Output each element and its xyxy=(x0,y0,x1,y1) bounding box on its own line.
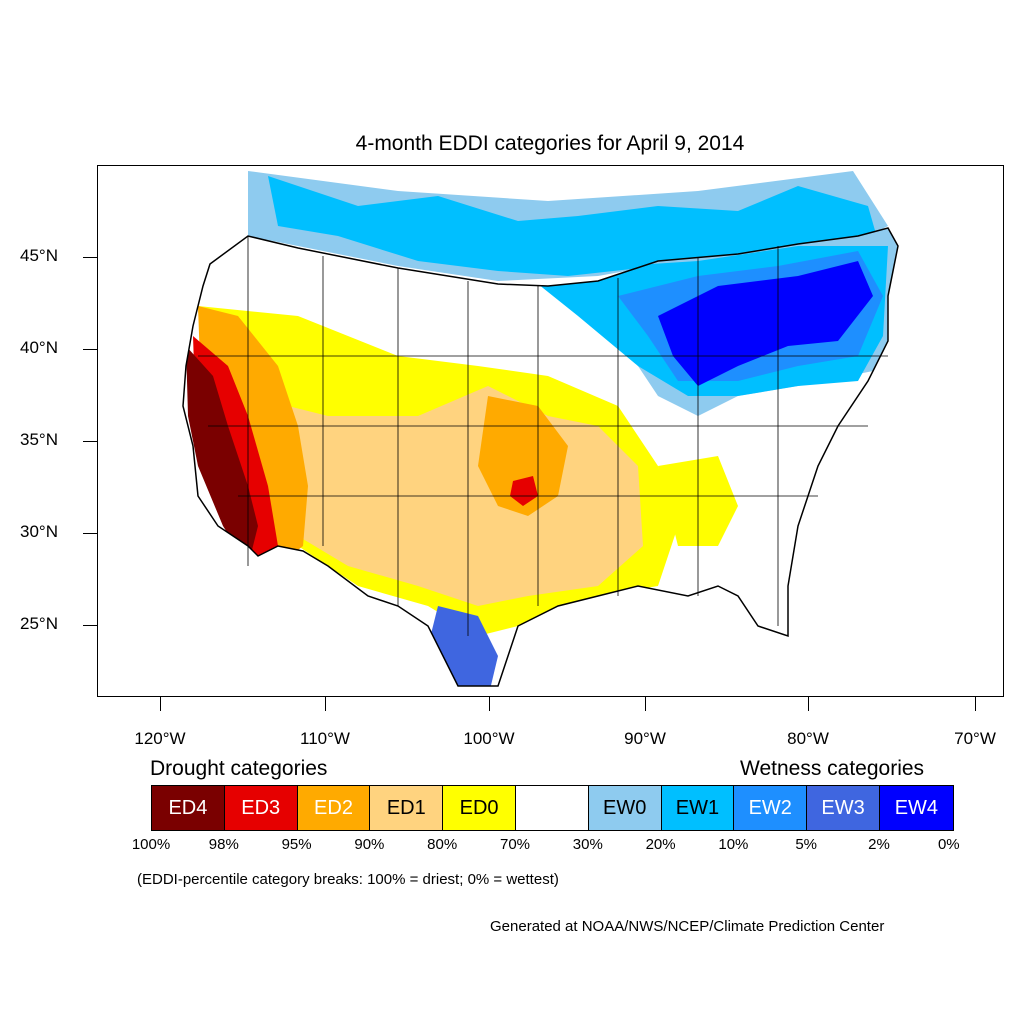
percentile-break-label: 0% xyxy=(937,836,960,853)
legend-cell-ew2: EW2 xyxy=(734,786,808,830)
lat-label-40: 40°N xyxy=(20,338,58,357)
lon-tick xyxy=(489,697,491,711)
legend-cell-ew3: EW3 xyxy=(807,786,880,830)
lat-tick xyxy=(83,257,97,259)
lon-label-110: 110°W xyxy=(300,729,350,748)
lat-tick xyxy=(83,441,97,443)
percentile-break-label: 30% xyxy=(572,836,603,853)
map-area xyxy=(97,165,1004,697)
legend-cell-ed4: ED4 xyxy=(152,786,225,830)
lon-tick xyxy=(808,697,810,711)
great-lakes-ew4-area xyxy=(658,261,873,386)
lon-label-100: 100°W xyxy=(463,729,515,748)
credit-text: Generated at NOAA/NWS/NCEP/Climate Predi… xyxy=(490,918,885,935)
plains-ed3-spot xyxy=(510,476,538,506)
percentile-break-label: 2% xyxy=(868,836,890,853)
legend-note: (EDDI-percentile category breaks: 100% =… xyxy=(137,871,559,888)
lon-tick xyxy=(645,697,647,711)
lat-label-35: 35°N xyxy=(20,430,58,449)
eddi-map-svg xyxy=(182,171,899,687)
lat-tick xyxy=(83,625,97,627)
lat-tick xyxy=(83,533,97,535)
percentile-break-label: 100% xyxy=(131,836,171,853)
state-boundaries xyxy=(198,236,888,636)
legend-cell-ed0: ED0 xyxy=(443,786,516,830)
canada-ew1-band xyxy=(268,176,878,276)
percentile-break-label: 10% xyxy=(718,836,749,853)
west-ed4-area xyxy=(186,346,258,566)
lat-label-45: 45°N xyxy=(20,246,58,265)
lon-tick xyxy=(325,697,327,711)
lon-label-120: 120°W xyxy=(134,729,186,748)
map-title: 4-month EDDI categories for April 9, 201… xyxy=(355,132,745,155)
percentile-break-label: 98% xyxy=(208,836,239,853)
legend-cell-ew4: EW4 xyxy=(879,786,953,830)
lat-label-25: 25°N xyxy=(20,614,58,633)
legend-cell-ew1: EW1 xyxy=(661,786,735,830)
category-legend-bar: ED4 ED3 ED2 ED1 ED0 EW0 EW1 EW2 EW3 EW4 xyxy=(151,785,954,831)
percentile-break-label: 5% xyxy=(795,836,818,853)
percentile-break-label: 80% xyxy=(427,836,458,853)
percentile-break-label: 90% xyxy=(354,836,385,853)
lat-label-30: 30°N xyxy=(20,522,58,541)
us-outline xyxy=(182,227,899,687)
legend-cell-ew0: EW0 xyxy=(588,786,662,830)
legend-cell-ed2: ED2 xyxy=(297,786,371,830)
legend-cell-ed3: ED3 xyxy=(224,786,298,830)
wetness-legend-heading: Wetness categories xyxy=(740,757,925,780)
lon-tick xyxy=(975,697,977,711)
percentile-break-label: 70% xyxy=(499,836,531,853)
drought-legend-heading: Drought categories xyxy=(150,757,328,780)
lon-tick xyxy=(160,697,162,711)
lat-tick xyxy=(83,349,97,351)
legend-cell-neutral xyxy=(515,786,589,830)
percentile-break-label: 20% xyxy=(645,836,676,853)
lon-label-70: 70°W xyxy=(954,729,996,748)
lon-label-80: 80°W xyxy=(787,729,829,748)
lon-label-90: 90°W xyxy=(624,729,666,748)
percentile-break-label: 95% xyxy=(281,836,312,853)
legend-cell-ed1: ED1 xyxy=(370,786,444,830)
